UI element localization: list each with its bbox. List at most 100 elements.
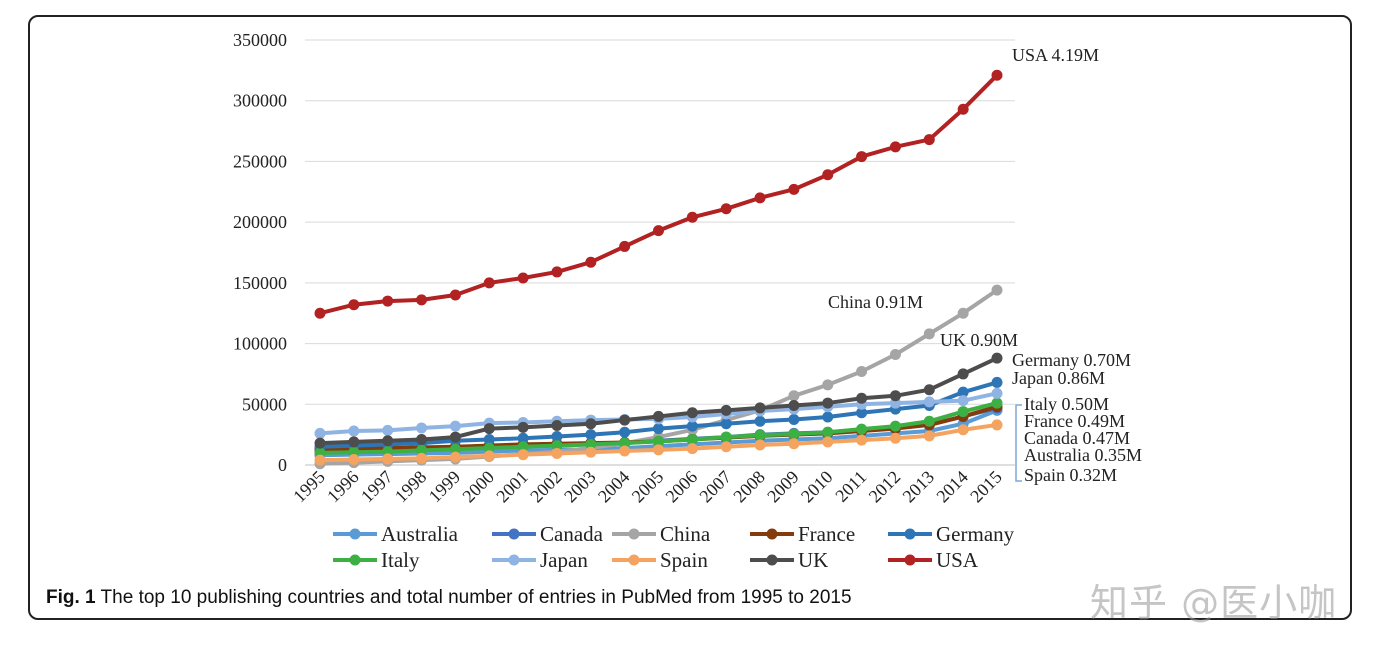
series-line xyxy=(319,73,999,316)
data-point xyxy=(923,430,935,442)
legend-label: UK xyxy=(798,548,828,572)
data-point xyxy=(788,438,800,450)
y-tick-label: 100000 xyxy=(233,334,287,354)
data-point xyxy=(822,397,834,409)
legend-swatch-marker xyxy=(508,554,520,566)
figure-frame xyxy=(28,15,1352,620)
legend-label: USA xyxy=(936,548,979,572)
data-point xyxy=(991,69,1003,81)
data-point xyxy=(382,435,394,447)
data-point xyxy=(720,441,732,453)
legend: Australia Canada China France Germany Italy Ja… xyxy=(333,522,1015,572)
data-point xyxy=(991,419,1003,431)
data-point xyxy=(822,426,834,438)
legend-swatch-marker xyxy=(628,554,640,566)
y-tick-label: 200000 xyxy=(233,212,287,232)
data-point xyxy=(720,418,732,430)
annotation-label: China 0.91M xyxy=(828,292,923,312)
data-point xyxy=(585,256,597,268)
legend-label: Germany xyxy=(936,522,1015,546)
data-point xyxy=(889,420,901,432)
data-point xyxy=(923,384,935,396)
series-uk xyxy=(314,352,1003,449)
data-point xyxy=(517,449,529,461)
data-point xyxy=(889,390,901,402)
data-point xyxy=(957,307,969,319)
data-point xyxy=(889,432,901,444)
data-point xyxy=(483,450,495,462)
data-point xyxy=(551,420,563,432)
data-point xyxy=(686,407,698,419)
x-tick-label: 1996 xyxy=(323,467,363,507)
data-point xyxy=(416,422,428,434)
annotation-bracket xyxy=(1015,404,1022,482)
data-point xyxy=(822,379,834,391)
data-point xyxy=(483,434,495,445)
data-point xyxy=(856,392,868,404)
data-point xyxy=(585,438,597,450)
legend-item: China xyxy=(612,522,711,546)
data-point xyxy=(957,386,969,398)
data-point xyxy=(856,151,868,163)
data-point xyxy=(585,446,597,458)
data-point xyxy=(653,423,664,435)
data-point xyxy=(653,444,664,456)
annotation-label: Spain 0.32M xyxy=(1024,465,1117,485)
x-tick-label: 2010 xyxy=(797,467,837,507)
data-point xyxy=(619,437,631,449)
data-point xyxy=(822,169,834,181)
y-axis-ticks: 0 50000 100000 150000 200000 250000 300000 3500… xyxy=(233,30,287,475)
data-point xyxy=(754,402,766,414)
annotation-label: Japan 0.86M xyxy=(1012,368,1105,388)
data-point xyxy=(314,427,326,439)
data-point xyxy=(788,390,800,402)
legend-swatch-marker xyxy=(349,528,361,540)
legend-label: China xyxy=(660,522,711,546)
annotation-label: Canada 0.47M xyxy=(1024,428,1130,448)
data-point xyxy=(653,225,664,237)
data-point xyxy=(348,454,360,466)
legend-swatch-marker xyxy=(766,554,778,566)
data-point xyxy=(416,452,428,464)
legend-item: UK xyxy=(750,548,828,572)
data-point xyxy=(619,414,631,426)
legend-label: Japan xyxy=(540,548,588,572)
data-point xyxy=(720,404,732,416)
data-point xyxy=(923,328,935,340)
data-point xyxy=(348,425,360,437)
data-point xyxy=(991,387,1003,399)
watermark-logo: 知乎 @医小咖 xyxy=(1090,581,1338,625)
series-spain xyxy=(314,419,1003,466)
data-point xyxy=(517,441,529,453)
x-tick-label: 2007 xyxy=(695,467,735,507)
data-point xyxy=(483,423,495,435)
annotation-label: Australia 0.35M xyxy=(1024,445,1142,465)
data-point xyxy=(788,413,800,425)
annotation-label: UK 0.90M xyxy=(940,330,1018,350)
x-tick-label: 2012 xyxy=(865,467,905,507)
x-tick-label: 1998 xyxy=(391,467,431,507)
data-point xyxy=(720,431,732,443)
data-point xyxy=(856,407,868,419)
data-point xyxy=(551,266,563,278)
annotation-label: Germany 0.70M xyxy=(1012,350,1131,370)
data-point xyxy=(416,434,428,445)
x-tick-label: 1997 xyxy=(357,467,397,507)
legend-item: Spain xyxy=(612,548,708,572)
x-axis-ticks: 1995199619971998199920002001200220032004… xyxy=(289,467,1006,507)
annotation-label: France 0.49M xyxy=(1024,411,1125,431)
data-point xyxy=(348,299,360,311)
legend-swatch-marker xyxy=(508,528,520,540)
data-point xyxy=(348,436,360,448)
data-point xyxy=(416,444,428,456)
legend-label: Spain xyxy=(660,548,708,572)
legend-item: Germany xyxy=(888,522,1015,546)
data-point xyxy=(822,436,834,448)
legend-item: France xyxy=(750,522,855,546)
data-point xyxy=(585,429,597,441)
x-tick-label: 2014 xyxy=(932,467,972,507)
data-point xyxy=(856,423,868,435)
x-tick-label: 2006 xyxy=(662,467,702,507)
data-point xyxy=(585,418,597,430)
